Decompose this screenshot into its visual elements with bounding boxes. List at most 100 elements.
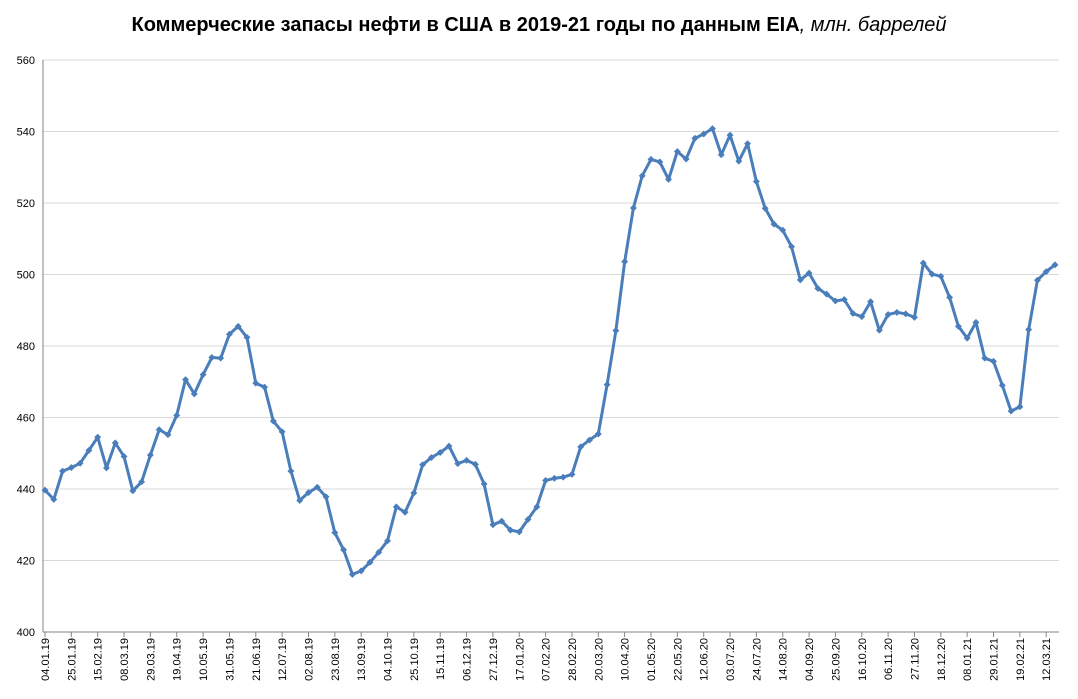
y-tick-label: 520 — [17, 198, 35, 210]
data-point — [752, 177, 760, 186]
data-point — [603, 381, 611, 389]
x-tick-label: 17.01.20 — [514, 638, 526, 681]
data-point — [129, 487, 137, 495]
data-point — [41, 486, 49, 494]
chart-title-unit: , млн. баррелей — [799, 14, 947, 36]
data-point — [313, 483, 321, 491]
data-point — [594, 430, 602, 438]
x-tick-label: 18.12.20 — [936, 638, 948, 681]
x-tick-label: 29.01.21 — [989, 638, 1001, 681]
data-point — [700, 130, 708, 138]
x-tick-label: 12.03.21 — [1041, 638, 1053, 681]
x-tick-label: 29.03.19 — [145, 638, 157, 681]
data-point — [638, 172, 646, 180]
data-point — [1042, 268, 1050, 276]
x-tick-label: 04.01.19 — [40, 638, 52, 681]
data-point — [726, 131, 734, 139]
x-tick-label: 01.05.20 — [646, 638, 658, 681]
x-tick-label: 15.11.19 — [435, 638, 447, 680]
x-tick-label: 28.02.20 — [567, 638, 579, 681]
data-point — [989, 357, 998, 365]
x-tick-label: 25.01.19 — [66, 638, 78, 681]
data-point — [225, 330, 233, 338]
data-point — [436, 448, 444, 457]
data-point — [208, 353, 216, 361]
data-point — [489, 521, 497, 529]
data-point — [76, 459, 84, 467]
x-tick-label: 23.08.19 — [330, 638, 342, 681]
series-inventory — [41, 125, 1059, 578]
data-point — [735, 157, 743, 165]
data-point — [269, 417, 277, 425]
data-point — [814, 284, 822, 292]
y-tick-label: 460 — [17, 413, 35, 425]
data-point — [779, 226, 787, 234]
data-point — [445, 442, 453, 450]
data-point — [331, 529, 339, 537]
data-point — [454, 460, 462, 468]
x-tick-label: 31.05.19 — [224, 638, 236, 681]
data-point — [515, 528, 523, 536]
y-tick-label: 440 — [17, 484, 35, 496]
x-tick-label: 25.10.19 — [409, 638, 421, 681]
data-point — [498, 517, 506, 525]
x-tick-label: 20.03.20 — [593, 638, 605, 681]
x-tick-label: 08.01.21 — [962, 638, 974, 681]
data-point — [550, 474, 558, 482]
series-line — [43, 127, 1056, 576]
x-tick-label: 19.02.21 — [1015, 638, 1027, 681]
data-point — [340, 546, 348, 554]
data-point — [181, 376, 190, 384]
data-point — [410, 489, 418, 497]
data-point — [392, 503, 400, 511]
x-tick-label: 03.07.20 — [725, 638, 737, 681]
data-point — [972, 318, 980, 326]
chart-title-main: Коммерческие запасы нефти в США в 2019-2… — [131, 14, 800, 36]
data-point — [533, 503, 541, 511]
data-point — [875, 326, 883, 334]
x-tick-label: 06.12.19 — [462, 638, 474, 681]
data-point — [102, 464, 111, 472]
data-point — [366, 558, 374, 566]
data-point — [568, 470, 576, 478]
data-point — [998, 381, 1006, 389]
x-tick-label: 19.04.19 — [172, 638, 184, 681]
data-point — [542, 476, 550, 484]
data-point — [717, 151, 725, 159]
x-tick-label: 22.05.20 — [672, 638, 684, 681]
data-point — [928, 270, 936, 278]
y-tick-label: 420 — [17, 556, 35, 568]
y-axis-tick-labels: 400 420 440 460 480 500 520 540 560 — [17, 55, 35, 639]
data-point — [138, 478, 146, 486]
data-point — [937, 272, 945, 280]
data-point — [480, 480, 488, 488]
axes — [42, 60, 1059, 637]
data-point — [761, 204, 769, 212]
data-point — [805, 269, 813, 277]
data-point — [691, 134, 699, 142]
data-point — [524, 515, 532, 523]
data-point — [656, 158, 664, 166]
data-point — [1016, 403, 1024, 411]
x-tick-label: 27.11.20 — [909, 638, 921, 680]
data-point — [910, 313, 919, 321]
data-point — [383, 537, 392, 545]
y-tick-label: 480 — [17, 341, 35, 353]
x-tick-label: 06.11.20 — [883, 638, 895, 680]
data-point — [155, 426, 163, 434]
data-point — [1051, 261, 1059, 269]
data-point — [296, 496, 304, 504]
x-tick-label: 24.07.20 — [751, 638, 763, 681]
data-point — [50, 495, 58, 503]
x-tick-label: 02.08.19 — [303, 638, 315, 681]
data-point — [85, 446, 93, 454]
data-point — [823, 290, 831, 298]
data-point — [796, 276, 804, 284]
data-point — [357, 567, 365, 575]
x-tick-label: 08.03.19 — [119, 638, 131, 681]
data-point — [1033, 276, 1041, 284]
y-tick-label: 500 — [17, 270, 35, 282]
x-tick-label: 16.10.20 — [857, 638, 869, 681]
y-tick-label: 540 — [17, 127, 35, 139]
data-point — [120, 452, 128, 461]
